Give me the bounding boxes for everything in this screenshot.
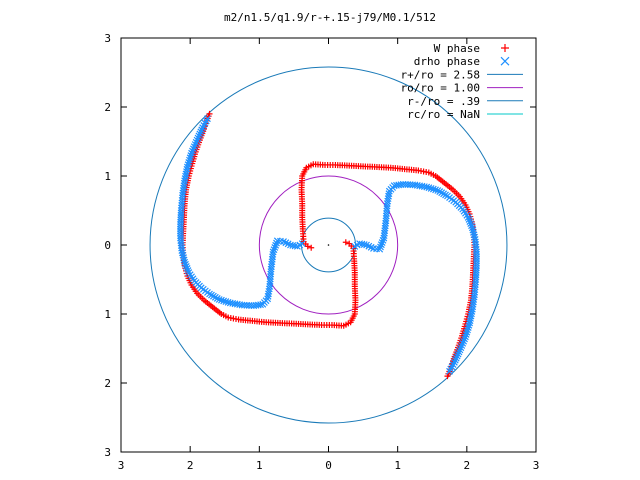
drho-phase-point <box>182 260 189 268</box>
legend-label: r-/ro = .39 <box>407 95 480 108</box>
drho-phase-point <box>458 342 466 349</box>
circle-1 <box>258 175 399 315</box>
drho-phase-point <box>393 181 400 189</box>
drho-phase-point <box>378 239 386 246</box>
legend-label: W phase <box>434 42 480 55</box>
legend-label: ro/ro = 1.00 <box>401 82 480 95</box>
drho-phase-point <box>434 187 442 194</box>
drho-phase-point <box>271 244 279 251</box>
y-tick-label: 1 <box>104 170 111 183</box>
drho-phase-point <box>466 218 474 225</box>
drho-phase-point <box>298 240 306 248</box>
drho-phase-point <box>451 356 459 364</box>
drho-phase-point <box>189 145 197 153</box>
w-phase-point <box>346 240 353 247</box>
drho-phase-point <box>465 216 473 223</box>
drho-phase-point <box>180 256 188 264</box>
drho-phase-point <box>257 301 264 309</box>
w-phase-point <box>304 243 311 250</box>
y-tick-label: 2 <box>104 377 111 390</box>
legend-label: r+/ro = 2.58 <box>401 68 480 81</box>
drho-phase-point <box>269 248 277 256</box>
drho-phase-point <box>273 239 280 247</box>
drho-phase-point <box>459 339 467 347</box>
drho-phase-point <box>379 236 387 244</box>
drho-phase-point <box>380 234 388 242</box>
drho-phase-point <box>195 132 203 140</box>
legend-label: drho phase <box>414 55 480 68</box>
drho-phase-point <box>197 128 205 136</box>
drho-phase-point <box>182 262 190 270</box>
drho-phase-point <box>455 348 463 356</box>
drho-phase-point <box>457 344 465 352</box>
y-tick-label: 2 <box>104 101 111 114</box>
legend-sample-cross <box>500 56 510 66</box>
drho-phase-point <box>193 136 201 144</box>
x-tick-label: 2 <box>187 459 194 472</box>
x-tick-label: 0 <box>325 459 332 472</box>
drho-phase-point <box>194 134 202 142</box>
drho-phase-point <box>467 220 475 228</box>
drho-phase-point <box>468 224 476 232</box>
drho-phase-point <box>461 335 468 343</box>
drho-phase-point <box>432 186 439 194</box>
x-tick-label: 1 <box>394 459 401 472</box>
drho-phase-point <box>452 354 460 362</box>
y-tick-label: 3 <box>104 446 111 459</box>
drho-phase-point <box>351 242 359 250</box>
w-phase-point <box>308 244 315 251</box>
drho-phase-point <box>184 267 192 274</box>
drho-phase-point <box>456 346 464 354</box>
drho-phase-point <box>189 147 196 155</box>
drho-phase-point <box>468 222 475 230</box>
y-tick-label: 1 <box>104 308 111 321</box>
drho-phase-point <box>199 124 207 132</box>
drho-phase-point <box>198 126 206 134</box>
x-tick-label: 2 <box>464 459 471 472</box>
x-tick-label: 3 <box>533 459 540 472</box>
w-phase-point <box>342 239 349 246</box>
chart-title: m2/n1.5/q1.9/r-+.15-j79/M0.1/512 <box>224 11 436 24</box>
origin-dot <box>327 244 330 246</box>
drho-phase-point <box>450 358 458 366</box>
drho-phase-point <box>191 141 199 148</box>
drho-phase-point <box>454 350 462 358</box>
legend-sample-plus <box>501 44 509 52</box>
drho-phase-point <box>190 143 198 151</box>
drho-phase-point <box>453 352 461 360</box>
drho-phase-point <box>460 337 468 345</box>
x-tick-label: 3 <box>118 459 125 472</box>
drho-phase-point <box>181 258 189 266</box>
drho-phase-point <box>183 265 191 272</box>
drho-phase-point <box>429 185 437 193</box>
y-tick-label: 3 <box>104 32 111 45</box>
y-tick-label: 0 <box>104 239 111 252</box>
legend-label: rc/ro = NaN <box>407 108 480 121</box>
drho-phase-point <box>220 297 228 305</box>
x-tick-label: 1 <box>256 459 263 472</box>
drho-phase-point <box>427 184 435 192</box>
drho-phase-point <box>215 296 223 303</box>
data-points <box>177 110 480 380</box>
drho-phase-point <box>270 246 278 254</box>
drho-phase-point <box>377 243 384 251</box>
drho-phase-point <box>469 226 477 234</box>
drho-phase-point <box>218 296 225 304</box>
drho-phase-point <box>222 298 230 306</box>
drho-phase-point <box>192 138 200 146</box>
drho-phase-point <box>196 130 204 138</box>
circle-2.58 <box>149 66 508 424</box>
